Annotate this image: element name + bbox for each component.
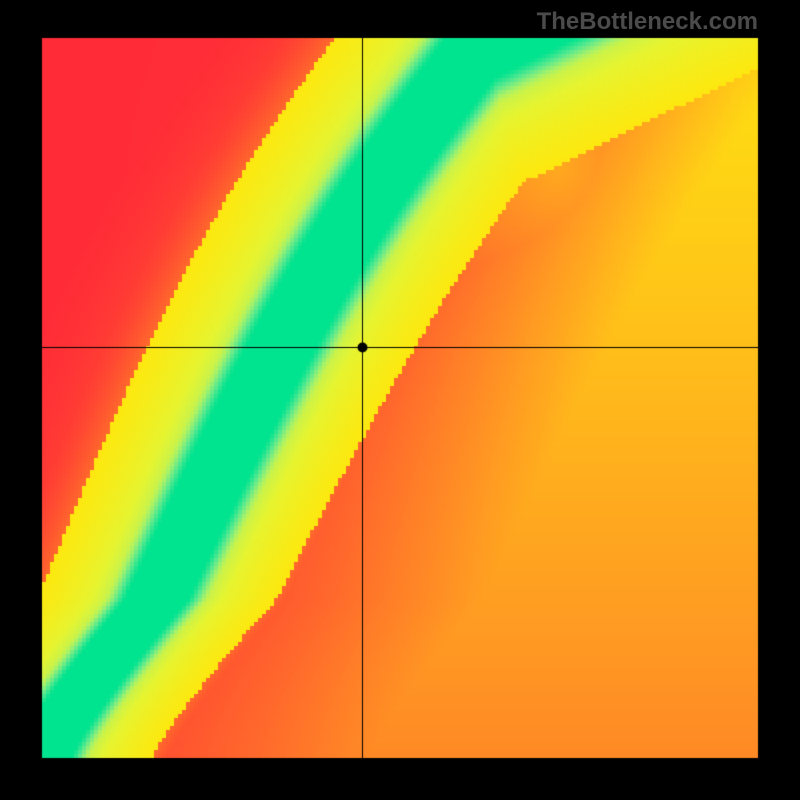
chart-container: TheBottleneck.com: [0, 0, 800, 800]
heatmap-canvas: [0, 0, 800, 800]
watermark-text: TheBottleneck.com: [537, 8, 758, 36]
